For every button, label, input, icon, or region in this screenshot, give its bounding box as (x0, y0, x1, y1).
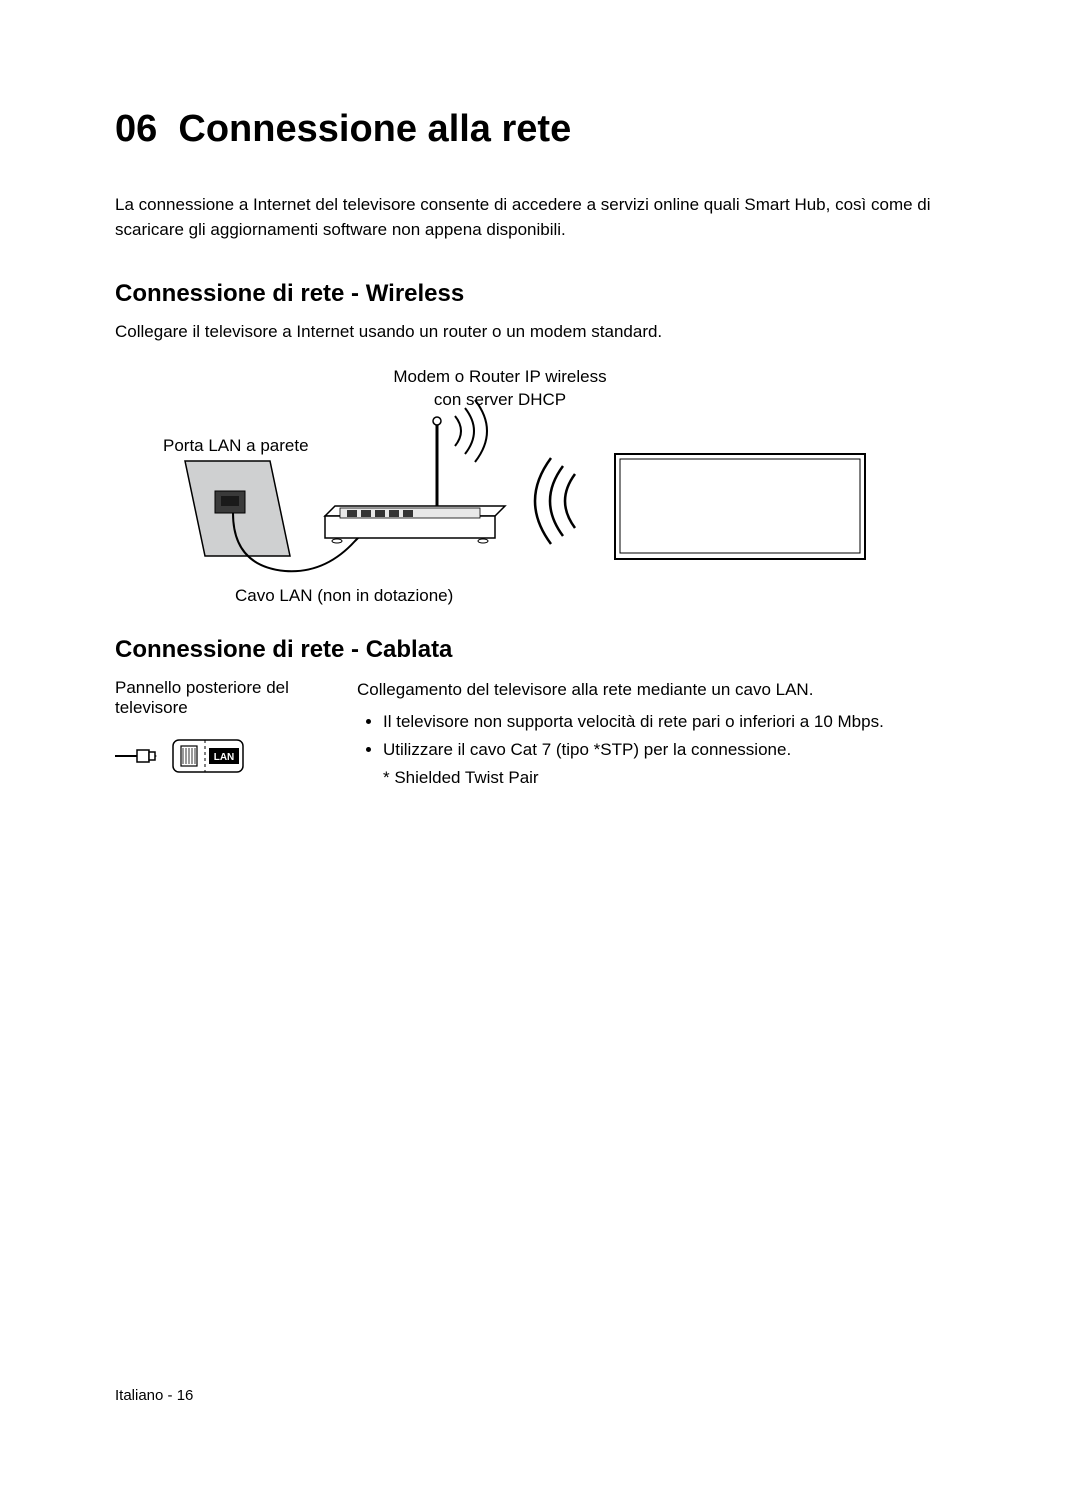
wireless-text: Collegare il televisore a Internet usand… (115, 322, 965, 342)
cable-caption: Cavo LAN (non in dotazione) (235, 586, 453, 606)
wireless-diagram-svg (115, 366, 965, 606)
tv-icon (615, 454, 865, 559)
wifi-signal-icon (455, 400, 487, 462)
wifi-signal-tv-icon (535, 458, 575, 544)
panel-back-text: Pannello posteriore del televisore (115, 678, 335, 718)
chapter-number: 06 (115, 108, 157, 150)
router-icon (325, 417, 505, 543)
cablata-bullet-1: Il televisore non supporta velocità di r… (383, 710, 965, 734)
cablata-right-column: Collegamento del televisore alla rete me… (357, 678, 965, 789)
page-footer: Italiano - 16 (115, 1387, 193, 1404)
cablata-left-column: Pannello posteriore del televisore (115, 678, 335, 789)
lan-port-diagram: LAN (115, 736, 285, 776)
lan-label: LAN (214, 752, 235, 763)
cablata-bullet-2: Utilizzare il cavo Cat 7 (tipo *STP) per… (383, 738, 965, 762)
cablata-note: * Shielded Twist Pair (383, 766, 965, 790)
chapter-title-text: Connessione alla rete (178, 108, 571, 150)
wireless-diagram: Modem o Router IP wireless con server DH… (115, 366, 965, 606)
wireless-heading: Connessione di rete - Wireless (115, 280, 965, 308)
cablata-section: Connessione di rete - Cablata Pannello p… (115, 636, 965, 789)
chapter-title: 06 Connessione alla rete (115, 108, 965, 151)
cablata-right-intro: Collegamento del televisore alla rete me… (357, 678, 965, 702)
intro-text: La connessione a Internet del televisore… (115, 193, 965, 242)
cablata-heading: Connessione di rete - Cablata (115, 636, 965, 664)
